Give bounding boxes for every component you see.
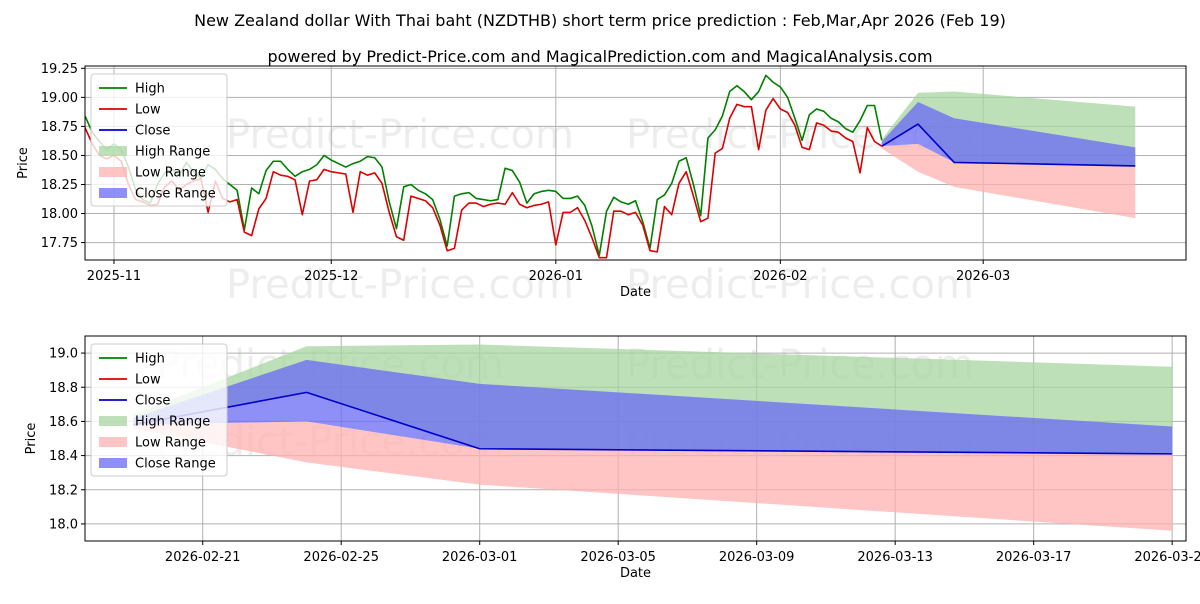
x-tick-label: 2026-03 <box>956 269 1010 284</box>
high-range-legend-swatch <box>99 146 127 156</box>
x-tick-label: 2025-11 <box>87 269 141 284</box>
high-range-legend-swatch <box>99 416 127 426</box>
watermark-text: Predict-Price.com <box>626 262 974 308</box>
close-series-line <box>881 123 1136 167</box>
close-range-legend-swatch <box>99 188 127 198</box>
close-range-band <box>881 102 1136 166</box>
x-tick-label: 2026-02 <box>753 269 807 284</box>
legend-label: Close <box>135 394 170 409</box>
close-range-band <box>133 359 1173 454</box>
history-chart: Predict-Price.com Predict-Price.com Predic… <box>16 62 1187 308</box>
x-axis-label: Date <box>620 566 651 581</box>
y-tick-label: 18.6 <box>49 415 78 430</box>
x-tick-label: 2025-12 <box>304 269 358 284</box>
y-tick-label: 18.75 <box>41 120 78 135</box>
close-range-legend-swatch <box>99 458 127 468</box>
y-tick-label: 18.25 <box>41 178 78 193</box>
y-tick-label: 18.2 <box>49 483 78 498</box>
plot-frame <box>84 65 1187 261</box>
legend-label: High <box>135 82 165 97</box>
legend-label: Low Range <box>135 436 206 451</box>
legend-label: High <box>135 352 165 367</box>
y-axis-label: Price <box>16 147 31 179</box>
x-tick-label: 2026-03-05 <box>580 550 656 565</box>
legend: High Low Close High Range Low Range Close Ran… <box>90 73 228 207</box>
x-tick-label: 2026-03-01 <box>442 550 518 565</box>
y-tick-label: 18.4 <box>49 449 78 464</box>
chart-title: New Zealand dollar With Thai baht (NZDTH… <box>194 11 1006 30</box>
x-axis-label: Date <box>620 285 651 300</box>
low-range-band <box>881 143 1136 219</box>
forecast-chart: Predict-Price.comPredict-Price.comPredic… <box>24 335 1200 581</box>
legend-label: Low Range <box>135 166 206 181</box>
legend-label: Close Range <box>135 187 216 202</box>
legend-label: Close <box>135 124 170 139</box>
plot-area <box>133 344 1173 531</box>
legend-label: Close Range <box>135 457 216 472</box>
y-tick-label: 18.8 <box>49 381 78 396</box>
watermark-text: Predict-Price.com <box>226 262 574 308</box>
y-axis-label: Price <box>24 423 39 455</box>
y-tick-label: 19.00 <box>41 91 78 106</box>
y-tick-label: 18.00 <box>41 207 78 222</box>
x-tick-label: 2026-03-09 <box>719 550 795 565</box>
chart-subtitle: powered by Predict-Price.com and Magical… <box>267 47 932 66</box>
plot-frame <box>84 335 1187 542</box>
x-tick-label: 2026-01 <box>529 269 583 284</box>
legend: High Low Close High Range Low Range Close Ran… <box>90 343 228 477</box>
low-range-legend-swatch <box>99 437 127 447</box>
x-tick-label: 2026-03-21 <box>1134 550 1200 565</box>
legend-label: Low <box>135 373 161 388</box>
x-tick-label: 2026-03-13 <box>857 550 933 565</box>
y-tick-label: 19.0 <box>49 347 78 362</box>
low-range-band <box>133 421 1173 531</box>
legend-label: High Range <box>135 415 210 430</box>
plot-area <box>85 74 1136 259</box>
x-tick-label: 2026-02-21 <box>165 550 241 565</box>
y-tick-label: 18.0 <box>49 517 78 532</box>
legend-label: High Range <box>135 145 210 160</box>
watermark-text: Predict-Price.com <box>226 112 574 158</box>
low-range-legend-swatch <box>99 167 127 177</box>
x-tick-label: 2026-02-25 <box>303 550 379 565</box>
y-tick-label: 19.25 <box>41 62 78 77</box>
legend-label: Low <box>135 103 161 118</box>
y-tick-label: 18.50 <box>41 149 78 164</box>
y-tick-label: 17.75 <box>41 236 78 251</box>
x-tick-label: 2026-03-17 <box>996 550 1072 565</box>
